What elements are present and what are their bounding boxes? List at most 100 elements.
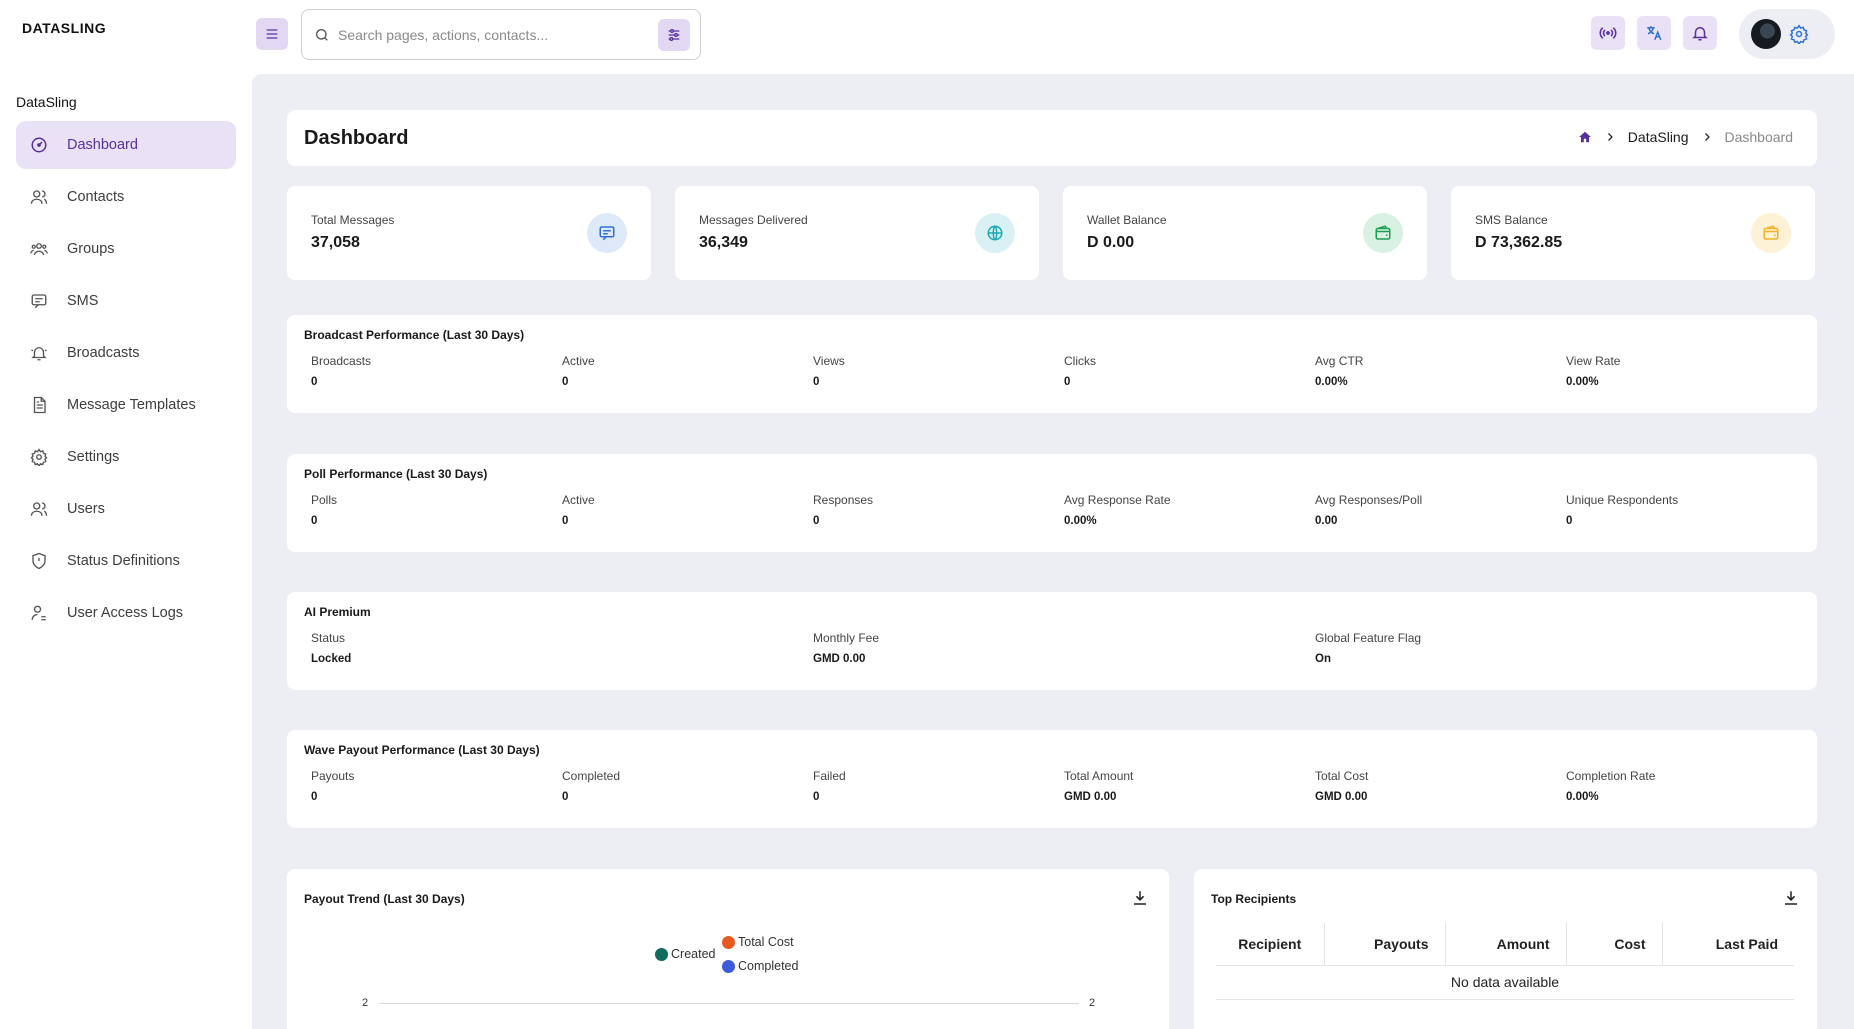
chevron-right-icon — [1604, 131, 1616, 143]
metric-failed: Failed 0 — [813, 769, 846, 803]
empty-state-text: No data available — [1216, 965, 1794, 1000]
column-header-last-paid[interactable]: Last Paid — [1662, 923, 1794, 966]
legend-swatch — [722, 959, 735, 973]
home-icon[interactable] — [1578, 130, 1592, 144]
metric-label: Views — [813, 354, 845, 368]
broadcast-icon — [29, 343, 49, 363]
column-header-payouts[interactable]: Payouts — [1324, 923, 1446, 966]
sidebar-item-status-definitions[interactable]: Status Definitions — [16, 537, 236, 585]
sidebar-item-user-access-logs[interactable]: User Access Logs — [16, 589, 236, 637]
column-header-amount[interactable]: Amount — [1445, 923, 1567, 966]
notifications-button[interactable] — [1683, 16, 1717, 50]
sidebar-item-label: Message Templates — [67, 397, 196, 413]
menu-toggle-button[interactable] — [256, 18, 288, 50]
metric-label: Monthly Fee — [813, 631, 880, 645]
metric-label: Completion Rate — [1566, 769, 1656, 783]
metric-label: Total Amount — [1064, 769, 1134, 783]
search-icon — [316, 28, 328, 41]
metric-value: Locked — [311, 653, 352, 665]
poll-performance-card: Poll Performance (Last 30 Days) Polls 0 A… — [287, 454, 1817, 552]
chevron-right-icon — [1701, 131, 1713, 143]
metric-label: Active — [562, 493, 595, 507]
sidebar-item-dashboard[interactable]: Dashboard — [16, 121, 236, 169]
topbar-actions — [1591, 16, 1729, 50]
sidebar-item-sms[interactable]: SMS — [16, 277, 236, 325]
breadcrumb-link[interactable]: DataSling — [1627, 129, 1689, 145]
download-button[interactable] — [1779, 886, 1803, 910]
stat-card-wallet-balance: Wallet Balance D 0.00 — [1063, 186, 1427, 280]
y-axis-tick-left: 2 — [362, 997, 369, 1009]
legend-item-total-cost[interactable]: Total Cost — [722, 935, 794, 949]
metric-label: View Rate — [1566, 354, 1621, 368]
top-recipients-card: Top Recipients Recipient Payouts Amount … — [1194, 869, 1817, 1029]
download-button[interactable] — [1128, 886, 1152, 910]
globe-icon — [975, 213, 1015, 253]
main-content: Dashboard DataSling Dashboard Total Mess… — [252, 74, 1854, 1029]
grid-line — [379, 1003, 1079, 1004]
broadcast-status-button[interactable] — [1591, 16, 1625, 50]
stat-value: D 0.00 — [1087, 234, 1135, 251]
legend-item-created[interactable]: Created — [655, 947, 715, 961]
card-title: Top Recipients — [1211, 892, 1297, 906]
radio-waves-icon — [1599, 27, 1617, 39]
sidebar-item-settings[interactable]: Settings — [16, 433, 236, 481]
sidebar-item-groups[interactable]: Groups — [16, 225, 236, 273]
avatar[interactable] — [1751, 19, 1781, 49]
recipients-table: Recipient Payouts Amount Cost Last Paid … — [1216, 923, 1794, 1000]
sidebar-item-contacts[interactable]: Contacts — [16, 173, 236, 221]
metric-global-feature-flag: Global Feature Flag On — [1315, 631, 1421, 665]
breadcrumb: DataSling Dashboard — [1578, 129, 1793, 145]
sidebar-item-broadcasts[interactable]: Broadcasts — [16, 329, 236, 377]
metric-value: GMD 0.00 — [1064, 791, 1117, 803]
metric-label: Unique Respondents — [1566, 493, 1679, 507]
search-input[interactable] — [338, 26, 648, 43]
metric-polls: Polls 0 — [311, 493, 337, 527]
org-label: DataSling — [16, 94, 77, 110]
stat-card-sms-balance: SMS Balance D 73,362.85 — [1451, 186, 1815, 280]
metric-label: Clicks — [1064, 354, 1096, 368]
metric-active: Active 0 — [562, 354, 595, 388]
bell-icon — [1692, 27, 1708, 41]
sidebar-item-label: Users — [67, 501, 105, 517]
card-title: AI Premium — [304, 605, 371, 619]
metric-label: Responses — [813, 493, 874, 507]
card-title: Payout Trend (Last 30 Days) — [304, 892, 465, 906]
stat-value: D 73,362.85 — [1475, 234, 1563, 251]
metric-value: 0.00 — [1315, 515, 1338, 527]
gear-icon — [29, 447, 49, 467]
legend-label: Total Cost — [738, 935, 794, 949]
metric-value: 0 — [562, 376, 569, 388]
profile-menu[interactable] — [1739, 9, 1835, 59]
metric-status: Status Locked — [311, 631, 351, 665]
metric-value: 0.00% — [1566, 791, 1599, 803]
metric-avg-responses-per-poll: Avg Responses/Poll 0.00 — [1315, 493, 1422, 527]
legend-swatch — [655, 947, 668, 961]
metric-value: 0.00% — [1315, 376, 1348, 388]
sidebar: DATASLING DataSling Dashboard Contacts G… — [0, 0, 252, 1029]
card-title: Poll Performance (Last 30 Days) — [304, 467, 488, 481]
column-header-recipient[interactable]: Recipient — [1216, 923, 1325, 966]
search-filter-button[interactable] — [658, 19, 690, 51]
gear-icon[interactable] — [1789, 24, 1809, 44]
stat-value: 37,058 — [311, 234, 360, 251]
sidebar-item-users[interactable]: Users — [16, 485, 236, 533]
metric-value: 0 — [562, 515, 569, 527]
metric-total-amount: Total Amount GMD 0.00 — [1064, 769, 1133, 803]
users-icon — [29, 499, 49, 519]
payout-trend-card: Payout Trend (Last 30 Days) Created Tota… — [287, 869, 1169, 1029]
sidebar-item-label: Settings — [67, 449, 120, 465]
dashboard-icon — [29, 135, 49, 155]
metric-avg-ctr: Avg CTR 0.00% — [1315, 354, 1363, 388]
app-logo[interactable]: DATASLING — [22, 20, 107, 36]
legend-label: Created — [671, 947, 716, 961]
metric-responses: Responses 0 — [813, 493, 873, 527]
legend-item-completed[interactable]: Completed — [722, 959, 798, 973]
metric-label: Global Feature Flag — [1315, 631, 1422, 645]
ai-premium-card: AI Premium Status Locked Monthly Fee GMD 0… — [287, 592, 1817, 690]
hamburger-icon — [266, 29, 278, 39]
sidebar-item-message-templates[interactable]: Message Templates — [16, 381, 236, 429]
translate-button[interactable] — [1637, 16, 1671, 50]
column-header-cost[interactable]: Cost — [1566, 923, 1663, 966]
sms-icon — [29, 291, 49, 311]
breadcrumb-current: Dashboard — [1724, 129, 1794, 145]
